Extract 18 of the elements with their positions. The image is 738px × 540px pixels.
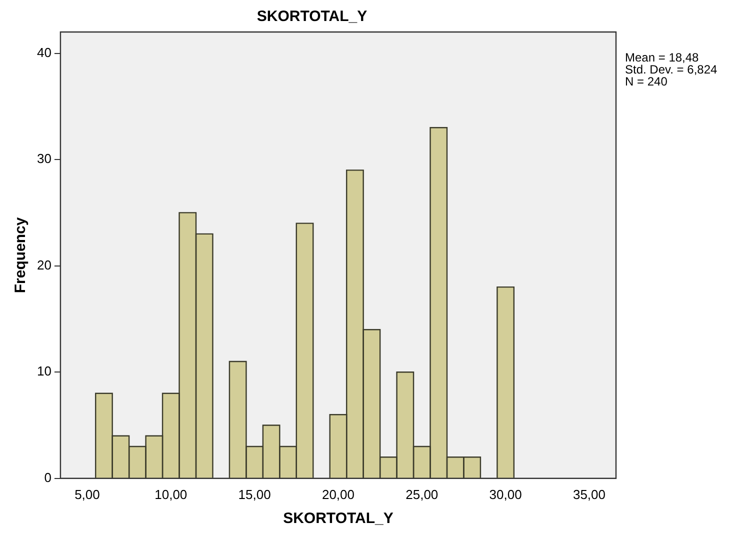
y-tick-label: 20 (36, 257, 52, 272)
text: Mean = 18,48 (625, 50, 700, 64)
x-tick-label: 30,00 (489, 486, 522, 502)
y-tick-label: 40 (36, 44, 52, 60)
x-tick-label: 25,00 (406, 486, 438, 502)
x-tick-label: 10,00 (154, 486, 188, 502)
y-axis-title: Frequency (12, 216, 30, 294)
y-tick-label: 0 (44, 470, 52, 485)
text: N = 240 (625, 74, 668, 88)
x-tick-label: 5,00 (74, 486, 100, 502)
x-tick-label: 15,00 (238, 486, 271, 502)
x-tick-label: 35,00 (572, 486, 606, 502)
y-tick-label: 10 (36, 364, 52, 379)
y-tick-label: 30 (36, 151, 52, 166)
x-axis-title: SKORTOTAL_Y (283, 510, 394, 528)
text: Std. Dev. = 6,824 (625, 62, 718, 76)
x-tick-label: 20,00 (322, 486, 355, 502)
chart-title: SKORTOTAL_Y (256, 8, 368, 26)
